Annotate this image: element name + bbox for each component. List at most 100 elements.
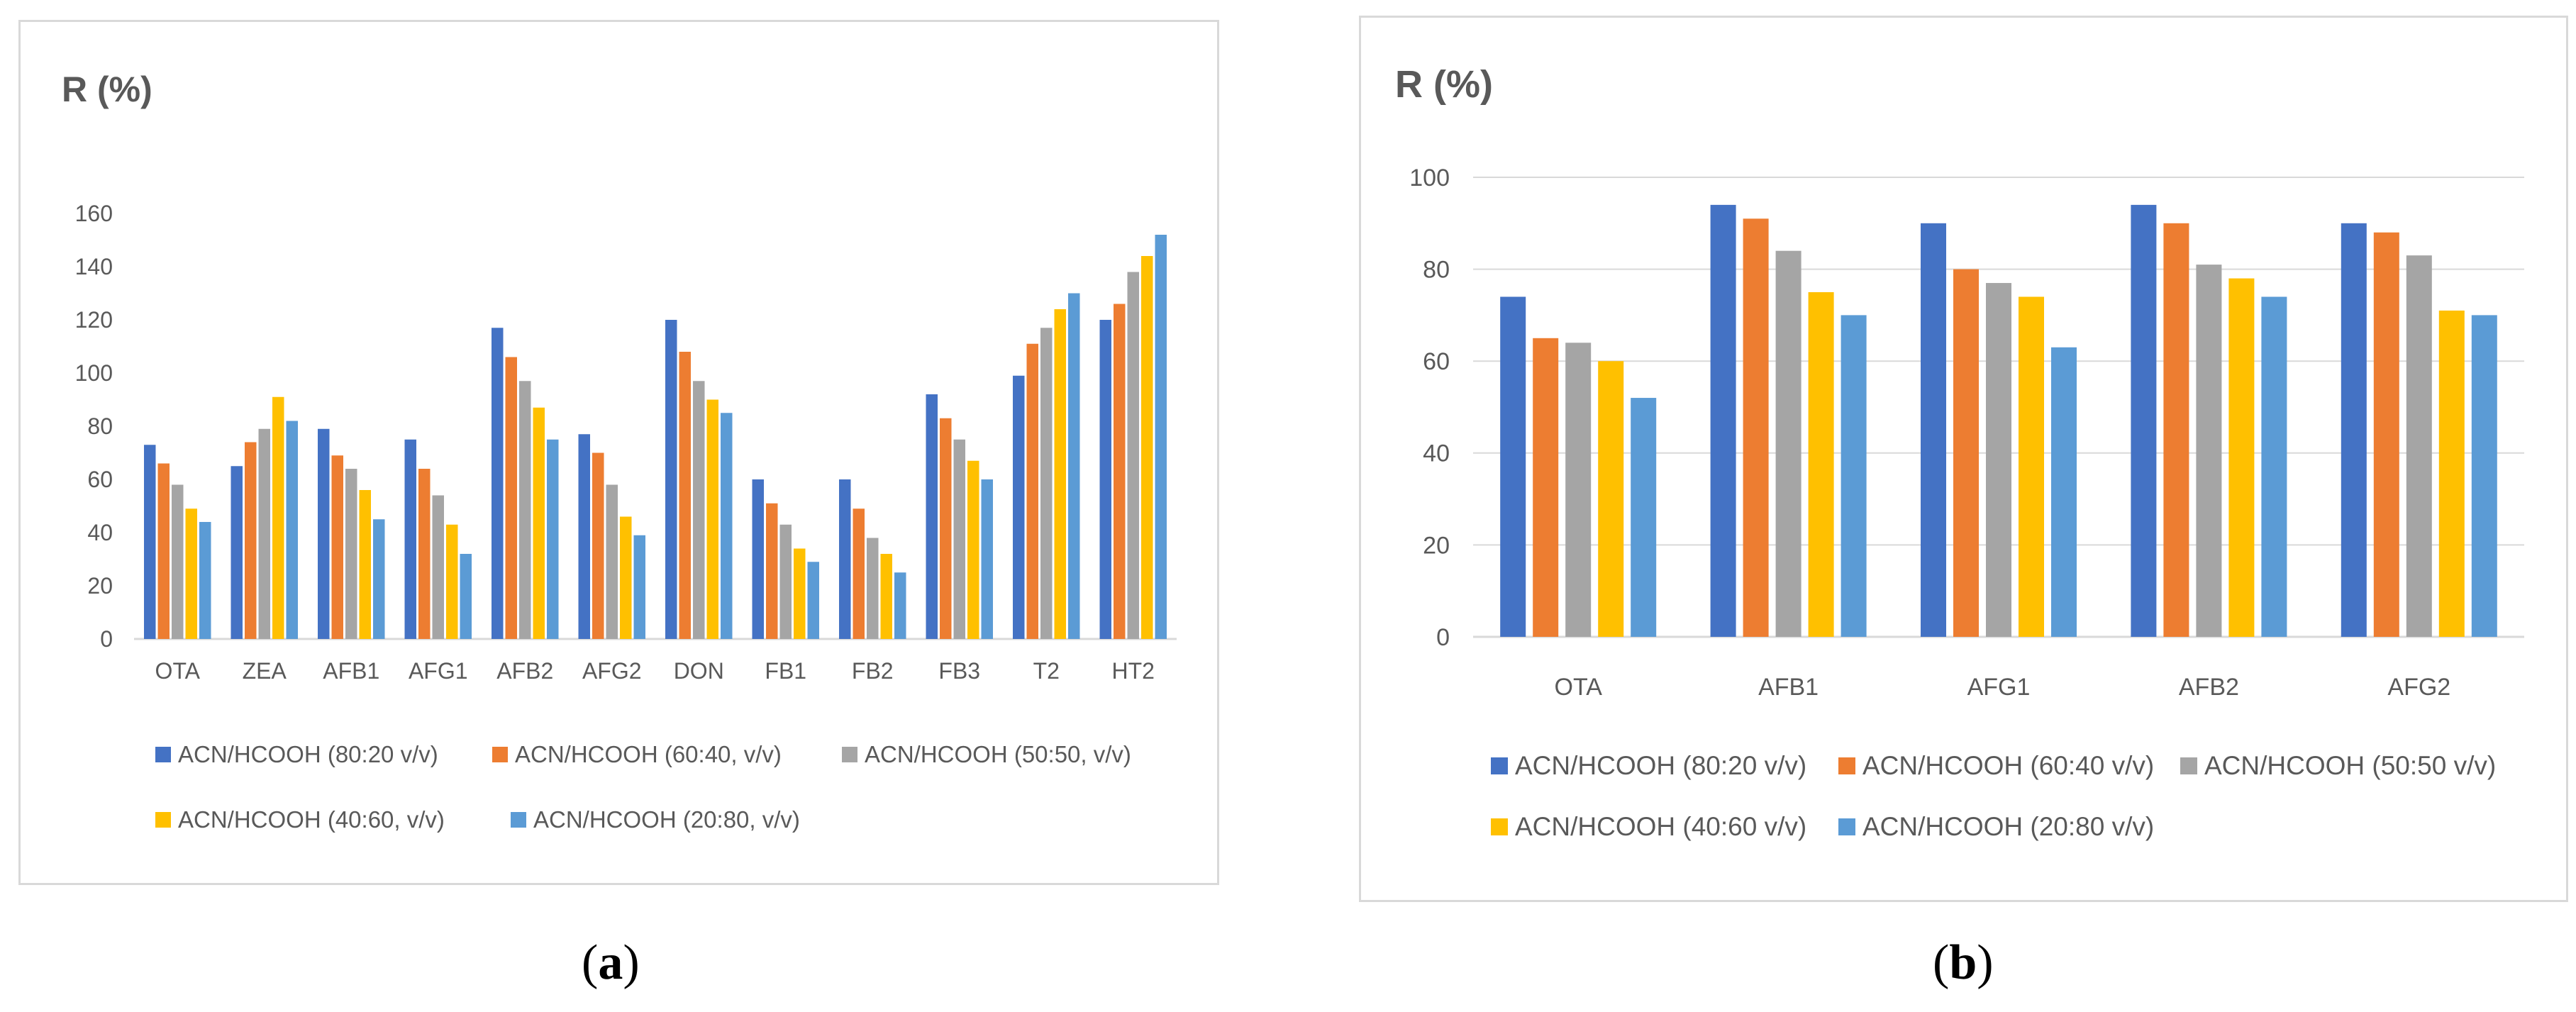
x-tick-label: FB1 bbox=[765, 658, 806, 684]
bar-a-zea-s4 bbox=[272, 396, 284, 639]
bar-a-afg1-s2 bbox=[418, 469, 431, 639]
y-tick-label: 0 bbox=[1436, 624, 1450, 651]
x-tick-label: T2 bbox=[1033, 658, 1060, 684]
bar-a-afg2-s5 bbox=[633, 535, 645, 639]
x-tick-label: AFB2 bbox=[496, 658, 553, 684]
bar-a-ota-s5 bbox=[199, 522, 211, 639]
panel-label-b: (b) bbox=[1933, 935, 1994, 990]
bar-b-afg1-s1 bbox=[1921, 223, 1946, 637]
bar-b-ota-s3 bbox=[1565, 343, 1592, 637]
x-tick-label: FB3 bbox=[938, 658, 980, 684]
bar-a-don-s4 bbox=[706, 399, 718, 639]
legend-swatch bbox=[1491, 757, 1508, 774]
bar-a-afb1-s1 bbox=[318, 428, 330, 639]
bar-a-zea-s2 bbox=[245, 442, 257, 639]
bar-b-afg2-s2 bbox=[2373, 232, 2399, 637]
x-tick-label: OTA bbox=[155, 658, 201, 684]
legend-swatch bbox=[155, 747, 171, 762]
bar-a-afg2-s4 bbox=[620, 516, 632, 639]
bar-a-afg1-s5 bbox=[460, 554, 472, 639]
bar-b-afb2-s5 bbox=[2261, 296, 2287, 637]
bar-a-t2-s5 bbox=[1068, 293, 1080, 639]
y-tick-label: 100 bbox=[1409, 165, 1450, 191]
bar-b-afb1-s1 bbox=[1710, 204, 1736, 637]
bar-a-afg2-s1 bbox=[578, 434, 590, 639]
y-tick-label: 0 bbox=[100, 626, 113, 652]
bar-a-fb2-s3 bbox=[867, 538, 879, 639]
bar-a-afb2-s5 bbox=[547, 439, 559, 639]
legend-label: ACN/HCOOH (80:20 v/v) bbox=[1515, 751, 1806, 780]
legend-label: ACN/HCOOH (60:40, v/v) bbox=[515, 741, 782, 767]
bar-a-afb1-s2 bbox=[331, 455, 343, 639]
y-tick-label: 80 bbox=[87, 413, 113, 439]
bar-a-t2-s2 bbox=[1026, 343, 1038, 639]
bar-b-afb2-s3 bbox=[2196, 265, 2222, 637]
x-tick-label: AFB1 bbox=[323, 658, 379, 684]
bar-a-fb1-s5 bbox=[807, 562, 819, 639]
legend-swatch bbox=[492, 747, 508, 762]
x-tick-label: AFG2 bbox=[582, 658, 642, 684]
bar-a-fb3-s1 bbox=[926, 394, 938, 639]
bar-b-afg2-s5 bbox=[2471, 315, 2497, 637]
bar-a-fb1-s1 bbox=[752, 479, 764, 639]
bar-a-fb2-s4 bbox=[880, 554, 892, 639]
chart-panel-b: R (%) 0 20 40 60 80 100 OTA AFB1 AFG1 AFB2 AFG2 ACN/… bbox=[1359, 16, 2568, 902]
bar-a-t2-s1 bbox=[1013, 375, 1025, 639]
x-tick-label: OTA bbox=[1555, 674, 1603, 701]
bar-b-afg1-s5 bbox=[2051, 347, 2077, 637]
bar-b-ota-s4 bbox=[1598, 361, 1624, 637]
x-tick-label: AFG1 bbox=[409, 658, 468, 684]
bar-a-afg2-s2 bbox=[592, 452, 604, 639]
y-tick-label: 40 bbox=[87, 520, 113, 545]
legend-label: ACN/HCOOH (60:40 v/v) bbox=[1862, 751, 2154, 780]
legend-label: ACN/HCOOH (50:50 v/v) bbox=[2204, 751, 2496, 780]
panel-label-a: (a) bbox=[582, 935, 640, 990]
bar-a-afb1-s3 bbox=[345, 469, 357, 639]
y-tick-label: 120 bbox=[75, 307, 113, 333]
y-tick-label: 20 bbox=[87, 573, 113, 599]
bar-a-fb3-s5 bbox=[981, 479, 993, 639]
y-tick-label: 60 bbox=[1423, 348, 1450, 375]
bar-a-fb2-s5 bbox=[894, 572, 906, 639]
bar-a-fb1-s4 bbox=[794, 548, 806, 639]
bar-a-ht2-s3 bbox=[1127, 272, 1139, 639]
bar-a-afg1-s3 bbox=[432, 495, 444, 639]
legend-swatch bbox=[1838, 757, 1855, 774]
bar-a-afg1-s1 bbox=[404, 439, 416, 639]
bar-a-t2-s3 bbox=[1040, 328, 1053, 639]
bar-b-afb2-s4 bbox=[2228, 278, 2255, 637]
chart-a: R (%) 0 20 40 60 80 100 120 140 160 OTA ZEA AFB1 AFG1… bbox=[62, 69, 1177, 833]
x-tick-label: ZEA bbox=[243, 658, 287, 684]
chart-title: R (%) bbox=[1395, 63, 1493, 106]
legend-swatch bbox=[511, 812, 526, 828]
y-tick-label: 80 bbox=[1423, 257, 1450, 284]
legend-label: ACN/HCOOH (40:60, v/v) bbox=[178, 806, 445, 833]
bar-a-ota-s3 bbox=[172, 484, 184, 639]
bar-a-zea-s1 bbox=[231, 466, 243, 639]
legend-label: ACN/HCOOH (20:80, v/v) bbox=[533, 806, 800, 833]
y-tick-label: 20 bbox=[1423, 532, 1450, 559]
legend-swatch bbox=[2180, 757, 2197, 774]
legend-swatch bbox=[1838, 818, 1855, 835]
chart-b: R (%) 0 20 40 60 80 100 OTA AFB1 AFG1 AFB2 AFG2 ACN/… bbox=[1395, 63, 2524, 841]
x-tick-label: DON bbox=[674, 658, 724, 684]
x-tick-label: AFB2 bbox=[2179, 674, 2239, 701]
bar-a-afb2-s2 bbox=[505, 357, 517, 639]
bar-a-ht2-s4 bbox=[1141, 256, 1153, 639]
y-tick-label: 40 bbox=[1423, 440, 1450, 467]
bar-a-afb1-s4 bbox=[359, 490, 371, 639]
x-tick-label: AFG2 bbox=[2387, 674, 2450, 701]
bar-a-zea-s3 bbox=[258, 428, 270, 639]
bar-a-ht2-s2 bbox=[1114, 304, 1126, 639]
x-tick-label: AFG1 bbox=[1967, 674, 2031, 701]
bar-a-fb2-s1 bbox=[839, 479, 851, 639]
y-tick-label: 60 bbox=[87, 467, 113, 492]
bar-a-don-s2 bbox=[679, 352, 691, 639]
bar-a-afb1-s5 bbox=[373, 519, 385, 639]
bar-b-afb2-s1 bbox=[2131, 204, 2157, 637]
chart-title: R (%) bbox=[62, 69, 152, 109]
legend-swatch bbox=[842, 747, 857, 762]
bar-a-zea-s5 bbox=[286, 421, 298, 639]
bar-b-ota-s2 bbox=[1533, 338, 1559, 637]
bar-a-ota-s2 bbox=[157, 463, 170, 639]
